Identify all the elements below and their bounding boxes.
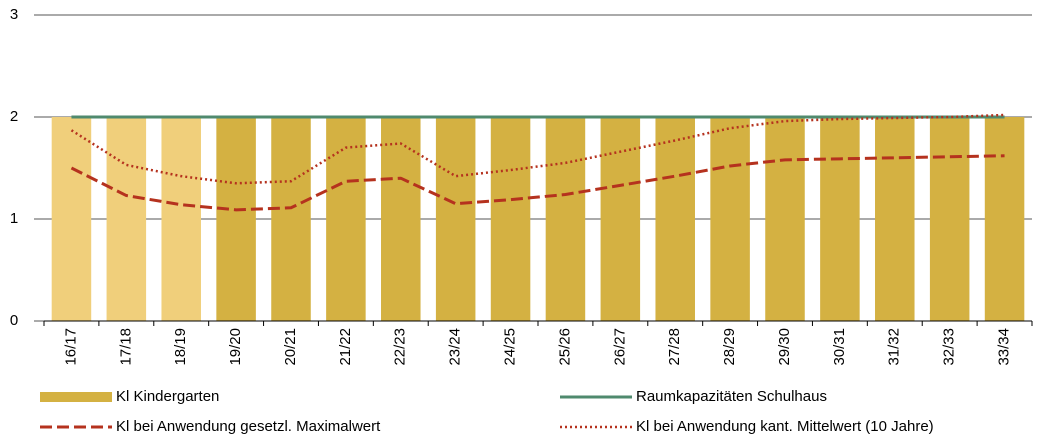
line	[70, 113, 1005, 185]
bar	[326, 117, 366, 321]
bar	[381, 117, 421, 321]
bar	[655, 117, 695, 321]
bar	[161, 117, 201, 321]
bar	[435, 117, 476, 321]
x-tick-label: 17/18	[117, 328, 134, 366]
y-tick-label: 1	[10, 210, 18, 227]
line	[70, 154, 1005, 212]
y-tick-label: 3	[10, 6, 18, 23]
legend-label: Kl bei Anwendung kant. Mittelwert (10 Ja…	[636, 418, 934, 435]
bar	[984, 117, 1025, 321]
x-tick-label: 16/17	[62, 328, 79, 366]
legend-label: Kl Kindergarten	[116, 388, 219, 405]
bar	[271, 117, 311, 321]
x-tick-label: 18/19	[172, 328, 189, 366]
x-tick-label: 22/23	[392, 328, 409, 366]
x-tick-label: 32/33	[941, 328, 958, 366]
bar	[106, 117, 147, 321]
x-tick-label: 29/30	[776, 328, 793, 366]
bar	[765, 117, 805, 321]
bar	[545, 117, 586, 321]
bar	[929, 117, 970, 321]
bar	[875, 117, 915, 321]
bar	[216, 117, 256, 321]
x-tick-label: 27/28	[666, 328, 683, 366]
bar	[710, 117, 750, 321]
y-tick-label: 2	[10, 108, 18, 125]
x-tick-label: 28/29	[721, 328, 738, 366]
x-tick-label: 25/26	[556, 328, 573, 366]
legend-swatch	[40, 392, 112, 402]
bar	[490, 117, 531, 321]
y-tick-label: 0	[10, 312, 18, 329]
x-tick-label: 23/24	[447, 328, 464, 366]
bar	[51, 117, 92, 321]
x-tick-label: 24/25	[502, 328, 519, 366]
x-tick-label: 21/22	[337, 328, 354, 366]
x-tick-label: 33/34	[996, 328, 1013, 366]
x-tick-label: 26/27	[611, 328, 628, 366]
x-tick-label: 30/31	[831, 328, 848, 366]
x-tick-label: 19/20	[227, 328, 244, 366]
legend-label: Raumkapazitäten Schulhaus	[636, 388, 827, 405]
bar	[820, 117, 860, 321]
x-tick-label: 31/32	[886, 328, 903, 366]
x-tick-label: 20/21	[282, 328, 299, 366]
legend-label: Kl bei Anwendung gesetzl. Maximalwert	[116, 418, 381, 435]
